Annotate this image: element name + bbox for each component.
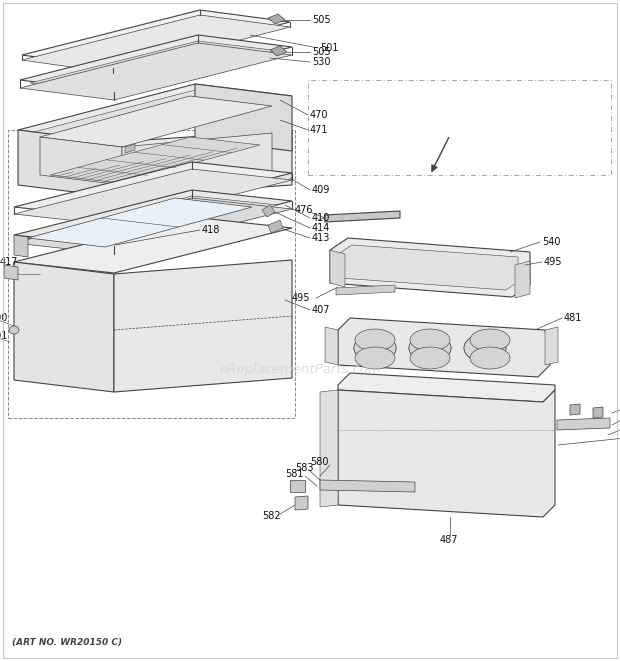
Polygon shape bbox=[330, 238, 530, 297]
Ellipse shape bbox=[9, 326, 19, 334]
Polygon shape bbox=[22, 15, 290, 73]
Polygon shape bbox=[28, 198, 252, 247]
Text: 495: 495 bbox=[292, 293, 311, 303]
Bar bbox=[308, 80, 611, 175]
Text: 417: 417 bbox=[0, 257, 19, 267]
Polygon shape bbox=[30, 41, 280, 93]
Polygon shape bbox=[330, 250, 345, 287]
Polygon shape bbox=[35, 16, 278, 70]
Polygon shape bbox=[14, 235, 28, 257]
Polygon shape bbox=[340, 245, 518, 290]
Polygon shape bbox=[195, 84, 292, 151]
Text: 407: 407 bbox=[312, 305, 330, 315]
Ellipse shape bbox=[470, 329, 510, 351]
Polygon shape bbox=[20, 35, 292, 92]
Bar bbox=[8, 130, 295, 418]
Polygon shape bbox=[268, 220, 283, 233]
Polygon shape bbox=[545, 327, 558, 365]
Polygon shape bbox=[557, 418, 610, 430]
Polygon shape bbox=[338, 390, 555, 517]
Polygon shape bbox=[30, 90, 278, 143]
Polygon shape bbox=[14, 162, 292, 218]
Text: 580: 580 bbox=[310, 457, 329, 467]
Polygon shape bbox=[122, 133, 272, 185]
Text: 476: 476 bbox=[295, 205, 314, 215]
Polygon shape bbox=[14, 262, 114, 392]
Text: 410: 410 bbox=[312, 213, 330, 223]
Text: (ART NO. WR20150 C): (ART NO. WR20150 C) bbox=[12, 638, 122, 647]
Text: 582: 582 bbox=[262, 511, 281, 521]
Polygon shape bbox=[336, 285, 395, 295]
Text: 505: 505 bbox=[312, 47, 330, 57]
Polygon shape bbox=[593, 407, 603, 418]
Text: 481: 481 bbox=[564, 313, 582, 323]
Polygon shape bbox=[40, 137, 122, 185]
Ellipse shape bbox=[409, 334, 451, 362]
Ellipse shape bbox=[410, 329, 450, 351]
Polygon shape bbox=[270, 46, 287, 56]
Text: eReplacementParts.com: eReplacementParts.com bbox=[219, 364, 381, 377]
Text: 583: 583 bbox=[295, 463, 314, 473]
Polygon shape bbox=[320, 480, 415, 492]
Polygon shape bbox=[115, 130, 292, 197]
Ellipse shape bbox=[354, 334, 396, 362]
Polygon shape bbox=[114, 260, 292, 392]
Text: 400: 400 bbox=[0, 313, 9, 323]
Text: 530: 530 bbox=[312, 57, 330, 67]
Polygon shape bbox=[338, 373, 555, 402]
Polygon shape bbox=[325, 211, 400, 222]
Polygon shape bbox=[20, 43, 292, 100]
Polygon shape bbox=[125, 144, 135, 153]
Ellipse shape bbox=[355, 329, 395, 351]
Polygon shape bbox=[570, 404, 580, 415]
Ellipse shape bbox=[354, 334, 396, 362]
Ellipse shape bbox=[464, 334, 506, 362]
Text: 540: 540 bbox=[542, 237, 560, 247]
Text: 501: 501 bbox=[320, 43, 339, 53]
Polygon shape bbox=[515, 261, 530, 298]
Text: 413: 413 bbox=[312, 233, 330, 243]
Polygon shape bbox=[290, 480, 305, 492]
Polygon shape bbox=[18, 130, 115, 197]
Polygon shape bbox=[338, 318, 550, 377]
Text: 401: 401 bbox=[0, 331, 9, 341]
Polygon shape bbox=[14, 217, 292, 273]
Polygon shape bbox=[4, 265, 18, 280]
Text: 471: 471 bbox=[310, 125, 329, 135]
Text: 409: 409 bbox=[312, 185, 330, 195]
Polygon shape bbox=[320, 390, 338, 507]
Polygon shape bbox=[14, 169, 292, 225]
Polygon shape bbox=[295, 496, 308, 510]
Polygon shape bbox=[50, 137, 260, 183]
Text: 487: 487 bbox=[440, 535, 459, 545]
Polygon shape bbox=[325, 327, 338, 365]
Polygon shape bbox=[18, 84, 292, 142]
Polygon shape bbox=[14, 190, 292, 246]
Text: 418: 418 bbox=[202, 225, 220, 235]
Ellipse shape bbox=[470, 347, 510, 369]
Ellipse shape bbox=[464, 334, 506, 362]
Text: 505: 505 bbox=[312, 15, 330, 25]
Polygon shape bbox=[22, 10, 290, 68]
Text: 470: 470 bbox=[310, 110, 329, 120]
Polygon shape bbox=[40, 96, 272, 147]
Polygon shape bbox=[28, 196, 278, 247]
Ellipse shape bbox=[409, 334, 451, 362]
Text: 581: 581 bbox=[285, 469, 304, 479]
Text: 495: 495 bbox=[544, 257, 562, 267]
Ellipse shape bbox=[410, 347, 450, 369]
Text: 414: 414 bbox=[312, 223, 330, 233]
Polygon shape bbox=[262, 205, 275, 217]
Polygon shape bbox=[268, 14, 285, 24]
Polygon shape bbox=[14, 198, 292, 254]
Ellipse shape bbox=[355, 347, 395, 369]
